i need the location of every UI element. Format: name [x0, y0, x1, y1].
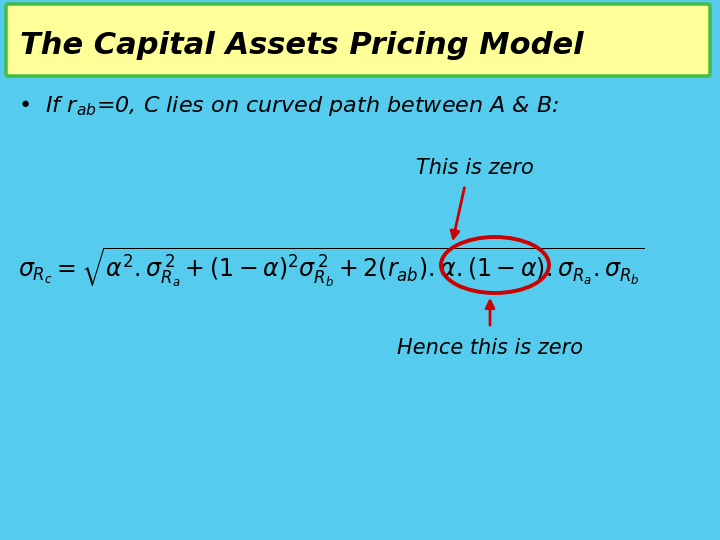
Text: The Capital Assets Pricing Model: The Capital Assets Pricing Model	[20, 31, 584, 60]
Text: •  If r$_{ab}$=0, C lies on curved path between A & B:: • If r$_{ab}$=0, C lies on curved path b…	[18, 94, 559, 118]
Text: This is zero: This is zero	[416, 158, 534, 178]
Text: Hence this is zero: Hence this is zero	[397, 338, 583, 358]
FancyBboxPatch shape	[6, 4, 710, 76]
Text: $\sigma_{R_c} = \sqrt{\alpha^2 . \sigma_{R_a}^{\,2} + (1-\alpha)^2 \sigma_{R_b}^: $\sigma_{R_c} = \sqrt{\alpha^2 . \sigma_…	[18, 246, 644, 290]
